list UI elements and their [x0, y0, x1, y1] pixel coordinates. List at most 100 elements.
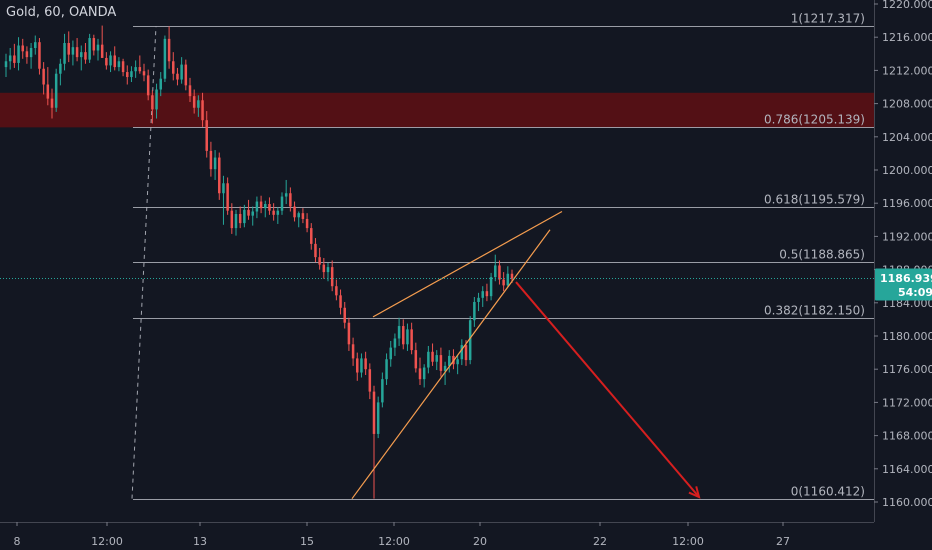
candle-body — [284, 193, 288, 197]
bar-countdown: 54:09 — [898, 286, 932, 299]
fib-level-label: 0.618(1195.579) — [764, 193, 865, 207]
candle-body — [326, 267, 330, 273]
candle-body — [335, 286, 338, 296]
time-tick-label: 15 — [300, 535, 314, 548]
candle-body — [259, 201, 263, 209]
fib-level-label: 0.5(1188.865) — [779, 248, 865, 262]
candle-body — [385, 359, 388, 380]
candle-body — [180, 64, 183, 80]
candle-body — [431, 351, 434, 362]
fib-level-label: 0.786(1205.139) — [764, 113, 865, 127]
candle-body — [126, 72, 129, 78]
candle-body — [218, 157, 221, 194]
candle-body — [167, 38, 171, 62]
candle-body — [230, 210, 234, 229]
price-tick-label: 1164.000 — [882, 463, 932, 476]
candle-body — [222, 183, 225, 194]
price-tick-label: 1168.000 — [882, 430, 932, 443]
resistance-zone-rect — [0, 92, 874, 128]
candle-body — [402, 326, 405, 345]
candles — [4, 25, 514, 499]
candle-body — [435, 355, 438, 362]
candle-body — [389, 347, 392, 360]
candle-body — [155, 89, 158, 110]
candle-body — [502, 279, 505, 286]
candle-body — [92, 38, 96, 51]
price-tick-label: 1160.000 — [882, 496, 932, 509]
candle-body — [510, 273, 514, 279]
candle-body — [372, 391, 376, 434]
candle-body — [50, 98, 54, 108]
candle-body — [109, 55, 112, 66]
resistance-zone — [0, 92, 874, 128]
price-tick-label: 1176.000 — [882, 363, 932, 376]
time-tick-label: 13 — [193, 535, 207, 548]
candle-body — [113, 55, 116, 68]
candle-body — [142, 71, 146, 76]
candle-body — [330, 267, 334, 287]
candle-body — [268, 204, 271, 211]
candle-body — [360, 358, 363, 373]
candle-body — [381, 379, 384, 403]
projection-arrow-head — [688, 486, 701, 499]
candle-body — [146, 75, 150, 96]
candle-body — [376, 402, 380, 434]
projection-arrow-shaft — [515, 281, 700, 498]
time-tick-label: 20 — [473, 535, 487, 548]
candle-body — [201, 100, 204, 121]
price-tick-label: 1220.000 — [882, 0, 932, 11]
candle-body — [272, 210, 275, 215]
candle-body — [213, 157, 217, 170]
candle-body — [485, 291, 489, 297]
candle-body — [80, 52, 83, 58]
price-axis[interactable]: 1220.000 1216.000 1212.000 1208.000 1204.000… — [874, 0, 932, 550]
fibonacci-retracement: 1(1217.317) 0.786(1205.139) 0.618(1195.579… — [133, 12, 874, 500]
candle-body — [46, 84, 50, 99]
candle-body — [226, 183, 229, 211]
time-tick-label: 12:00 — [672, 535, 704, 548]
candle-body — [443, 365, 447, 371]
candle-body — [234, 213, 238, 229]
candle-body — [105, 57, 108, 66]
candle-body — [489, 277, 493, 297]
candle-body — [17, 45, 20, 63]
candle-body — [134, 67, 137, 72]
rising-wedge — [351, 210, 563, 500]
candle-body — [176, 73, 179, 80]
candle-body — [368, 369, 372, 392]
candle-body — [192, 96, 196, 108]
time-axis[interactable]: 8 12:00 13 15 12:00 20 22 12:00 27 — [0, 522, 874, 550]
candle-body — [34, 42, 37, 48]
candle-body — [468, 320, 472, 361]
price-tick-label: 1208.000 — [882, 98, 932, 111]
candle-body — [439, 355, 443, 371]
candle-body — [473, 301, 476, 321]
candle-body — [4, 61, 8, 68]
candle-body — [8, 55, 12, 62]
price-tick-label: 1180.000 — [882, 330, 932, 343]
candle-body — [88, 38, 91, 60]
projection-arrow — [515, 281, 701, 499]
candle-body — [209, 150, 213, 170]
candle-body — [494, 265, 497, 278]
candle-body — [305, 218, 309, 229]
candle-body — [414, 350, 418, 369]
candle-body — [71, 47, 75, 55]
price-tick-label: 1172.000 — [882, 396, 932, 409]
current-price-badge — [875, 268, 932, 301]
time-tick-label: 12:00 — [91, 535, 123, 548]
fib-level-label: 0(1160.412) — [791, 485, 865, 499]
candle-body — [42, 68, 45, 85]
fib-level-label: 1(1217.317) — [791, 12, 865, 26]
time-axis-bg — [0, 522, 874, 550]
candle-body — [25, 51, 29, 58]
candle-body — [197, 100, 200, 108]
candle-body — [456, 359, 459, 365]
price-tick-label: 1200.000 — [882, 164, 932, 177]
candle-body — [13, 55, 16, 63]
candle-body — [364, 358, 367, 370]
candle-body — [130, 71, 133, 78]
time-tick-label: 12:00 — [378, 535, 410, 548]
candle-body — [506, 273, 510, 286]
